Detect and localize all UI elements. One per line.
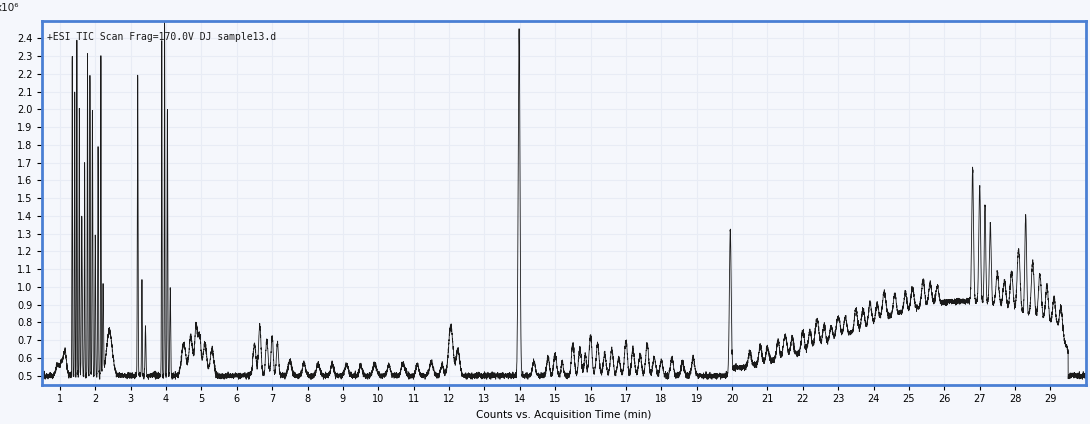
Text: +ESI TIC Scan Frag=170.0V DJ sample13.d: +ESI TIC Scan Frag=170.0V DJ sample13.d <box>47 32 277 42</box>
X-axis label: Counts vs. Acquisition Time (min): Counts vs. Acquisition Time (min) <box>476 410 652 420</box>
Text: x10⁶: x10⁶ <box>0 3 19 14</box>
